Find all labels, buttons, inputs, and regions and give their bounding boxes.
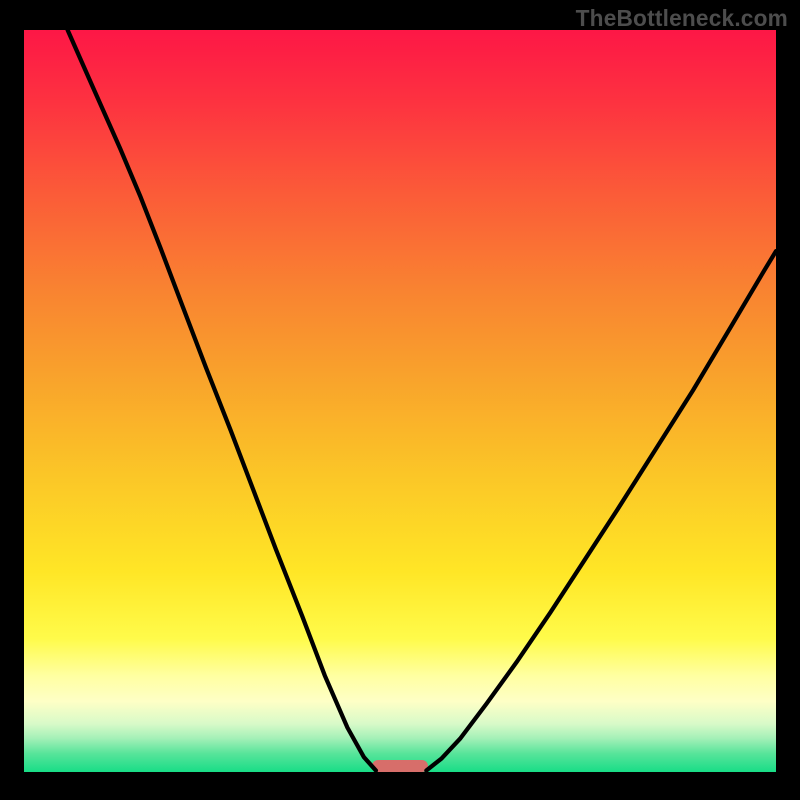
optimal-point-marker bbox=[372, 760, 428, 772]
chart-background-gradient bbox=[24, 30, 776, 772]
chart-frame: TheBottleneck.com bbox=[0, 0, 800, 800]
plot-area bbox=[24, 30, 776, 772]
watermark-text: TheBottleneck.com bbox=[576, 5, 788, 32]
